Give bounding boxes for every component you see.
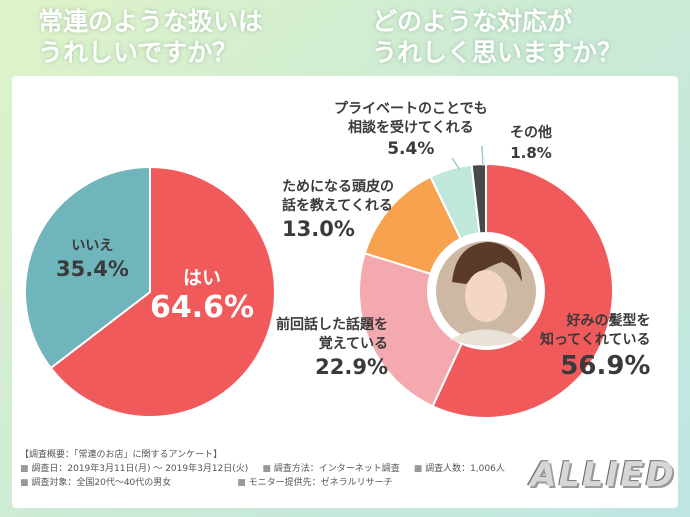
pie1-label-no-name: いいえ <box>71 238 114 254</box>
donut-label-other-value: 1.8% <box>510 144 552 162</box>
pie1-label-yes-name: はい <box>183 267 222 289</box>
donut-leader-private <box>451 157 461 171</box>
headline-left-line2: うれしいですか？ <box>38 38 238 67</box>
donut-label-hairstyle-line2: 知ってくれている <box>540 332 651 348</box>
photo-shirt <box>448 329 524 346</box>
donut-label-hairstyle: 好みの髪型を 知ってくれている 56.9% <box>540 312 650 382</box>
headline-left-line1: 常連のような扱いは <box>38 7 264 36</box>
pie1-label-no: いいえ 35.4% <box>56 237 129 282</box>
headline-right: どのような対応が うれしく思いますか？ <box>372 6 622 68</box>
donut-label-other-name: その他 <box>510 125 552 141</box>
notes-target: 調査対象：全国20代～40代の男女 <box>31 478 172 488</box>
donut-label-other: その他 1.8% <box>510 124 552 163</box>
donut-chart-response <box>358 145 614 419</box>
pie1-slice-yes <box>49 165 276 418</box>
donut-label-private-line2: 相談を受けてくれる <box>348 120 474 136</box>
donut-label-topic-line2: 覚えている <box>318 336 388 352</box>
donut-label-private-value: 5.4% <box>387 139 435 159</box>
donut-leader-other <box>481 145 484 167</box>
allied-logo: ALLIED <box>530 455 676 495</box>
donut-label-scalp-line2: 話を教えてくれる <box>282 198 393 214</box>
center-photo <box>431 236 541 346</box>
notes-count: 調査人数：1,006人 <box>425 464 505 474</box>
headline-left: 常連のような扱いは うれしいですか？ <box>38 6 263 68</box>
notes-provider: モニター提供先：ゼネラルリサーチ <box>248 478 393 488</box>
donut-label-hairstyle-line1: 好みの髪型を <box>566 313 651 329</box>
pie1-label-no-value: 35.4% <box>56 257 129 281</box>
donut-slice-topic <box>358 252 463 408</box>
donut-label-hairstyle-value: 56.9% <box>560 351 651 381</box>
notes-period: 調査日：2019年3月11日(月) ～ 2019年3月12日(火) <box>31 464 249 474</box>
headline-right-line1: どのような対応が <box>372 7 573 36</box>
pie-chart-yes-no <box>24 165 276 418</box>
pie1-label-yes-value: 64.6% <box>150 290 255 325</box>
headline-right-line2: うれしく思いますか？ <box>372 38 623 67</box>
donut-label-private: プライベートのことでも 相談を受けてくれる 5.4% <box>334 100 488 160</box>
donut-label-topic-value: 22.9% <box>315 355 388 379</box>
notes-method: 調査方法：インターネット調査 <box>273 464 400 474</box>
donut-label-topic-line1: 前回話した話題を <box>276 317 388 333</box>
donut-slice-other <box>470 162 487 235</box>
donut-label-topic: 前回話した話題を 覚えている 22.9% <box>276 316 388 380</box>
pie1-label-yes: はい 64.6% <box>150 266 254 326</box>
photo-hair <box>452 242 522 284</box>
photo-face <box>465 270 507 322</box>
donut-slice-hairstyle <box>431 162 614 419</box>
donut-label-scalp-value: 13.0% <box>282 217 355 241</box>
donut-label-private-line1: プライベートのことでも <box>334 101 488 117</box>
notes-title: 【調査概要：「常連のお店」に関するアンケート】 <box>20 450 223 460</box>
donut-label-scalp-line1: ためになる頭皮の <box>282 179 394 195</box>
donut-label-scalp: ためになる頭皮の 話を教えてくれる 13.0% <box>282 178 394 242</box>
survey-notes: 【調査概要：「常連のお店」に関するアンケート】 ■ 調査日：2019年3月11日… <box>20 450 505 488</box>
pie1-slice-no <box>24 165 151 370</box>
